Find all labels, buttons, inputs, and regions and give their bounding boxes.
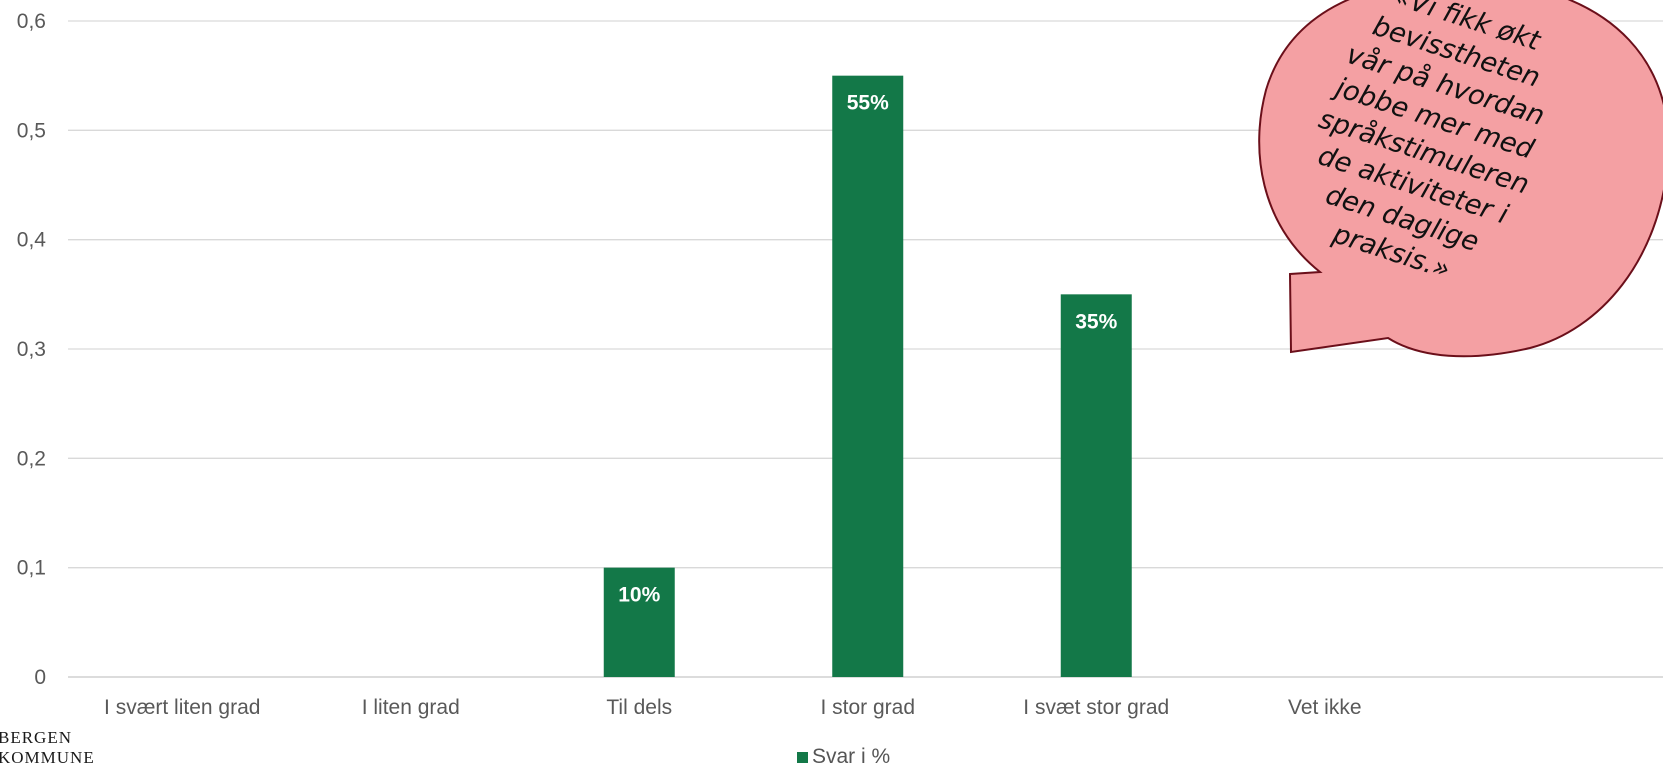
legend: Svar i % — [797, 745, 890, 769]
y-tick-label: 0,2 — [17, 447, 46, 470]
legend-swatch — [797, 751, 808, 763]
bar — [832, 75, 904, 677]
bars: 10% 55% 35% — [603, 75, 1132, 677]
x-axis-ticks: I svært liten grad I liten grad Til dels I … — [104, 696, 1361, 719]
y-tick-label: 0 — [34, 666, 46, 689]
data-label: 55% — [847, 92, 889, 115]
x-tick-label: I liten grad — [362, 696, 460, 719]
legend-label: Svar i % — [812, 745, 891, 768]
x-tick-label: Vet ikke — [1288, 696, 1362, 719]
speech-bubble — [1258, 0, 1663, 358]
x-tick-label: Til dels — [606, 696, 672, 719]
data-label: 35% — [1075, 310, 1117, 333]
data-label: 10% — [618, 584, 660, 607]
y-tick-label: 0,6 — [17, 10, 46, 33]
logo: BERGEN KOMMUNE — [0, 728, 95, 768]
logo-line: BERGEN — [0, 728, 72, 747]
logo-line: KOMMUNE — [0, 748, 95, 767]
y-tick-label: 0,3 — [17, 338, 46, 361]
bar — [1060, 294, 1132, 677]
y-tick-label: 0,5 — [17, 119, 46, 142]
y-axis-ticks: 0 0,1 0,2 0,3 0,4 0,5 0,6 — [17, 10, 47, 689]
bar — [603, 567, 675, 677]
x-tick-label: I svært liten grad — [104, 696, 260, 719]
x-tick-label: I svæt stor grad — [1023, 696, 1169, 719]
x-tick-label: I stor grad — [820, 696, 915, 719]
y-tick-label: 0,4 — [17, 229, 47, 252]
y-tick-label: 0,1 — [17, 557, 46, 580]
